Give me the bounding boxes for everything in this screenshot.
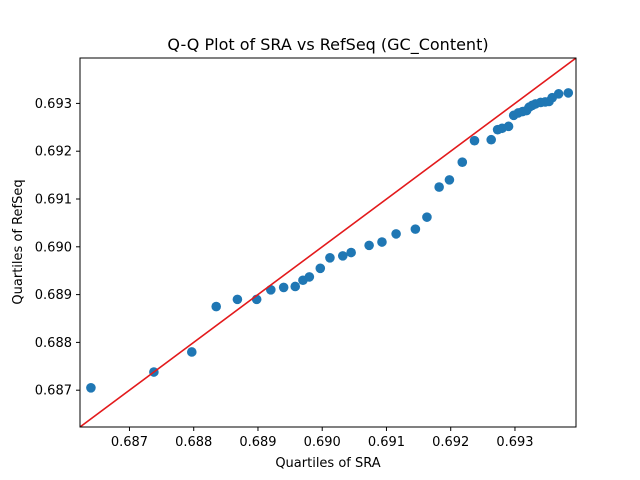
data-point — [553, 89, 564, 99]
data-point — [563, 88, 574, 98]
x-axis-label: Quartiles of SRA — [275, 456, 380, 471]
reference-line — [80, 58, 576, 427]
data-point — [422, 212, 432, 222]
data-point — [86, 383, 96, 393]
data-point — [186, 347, 197, 357]
data-point — [444, 175, 455, 185]
data-point — [377, 237, 387, 247]
data-point — [486, 134, 496, 145]
y-axis-label: Quartiles of RefSeq — [11, 179, 26, 304]
data-point — [304, 272, 315, 282]
x-tick-label: 0.688 — [175, 435, 212, 450]
data-point — [469, 135, 480, 146]
x-tick-label: 0.690 — [304, 435, 341, 450]
y-tick-label: 0.688 — [35, 336, 72, 351]
x-tick-label: 0.691 — [368, 435, 405, 450]
data-point — [503, 121, 514, 132]
data-point — [391, 229, 401, 239]
y-tick-label: 0.689 — [35, 288, 72, 303]
data-point — [211, 301, 222, 312]
points-layer — [86, 88, 574, 393]
y-tick-label: 0.693 — [35, 97, 72, 112]
y-tick-label: 0.692 — [35, 145, 72, 160]
chart-title: Q-Q Plot of SRA vs RefSeq (GC_Content) — [167, 35, 488, 55]
data-point — [266, 285, 276, 295]
data-point — [364, 240, 374, 251]
plot-frame — [79, 57, 577, 428]
y-axis-ticks: 0.687 0.688 0.689 0.690 0.691 0.692 0.693 — [35, 97, 80, 399]
y-tick-label: 0.691 — [35, 193, 72, 208]
data-point — [325, 252, 335, 263]
x-axis-ticks: 0.687 0.688 0.689 0.690 0.691 0.692 0.693 — [111, 427, 534, 450]
data-point — [315, 263, 326, 274]
x-tick-label: 0.687 — [111, 435, 148, 450]
x-tick-label: 0.689 — [239, 435, 276, 450]
x-tick-label: 0.692 — [432, 435, 469, 450]
data-point — [346, 247, 356, 258]
y-tick-label: 0.690 — [35, 240, 72, 255]
data-point — [434, 182, 444, 192]
data-point — [337, 251, 348, 261]
x-tick-label: 0.693 — [496, 435, 533, 450]
data-point — [290, 281, 301, 292]
data-point — [278, 282, 289, 293]
data-point — [232, 294, 243, 305]
data-point — [410, 224, 421, 234]
data-point — [457, 157, 468, 167]
y-tick-label: 0.687 — [35, 384, 72, 399]
